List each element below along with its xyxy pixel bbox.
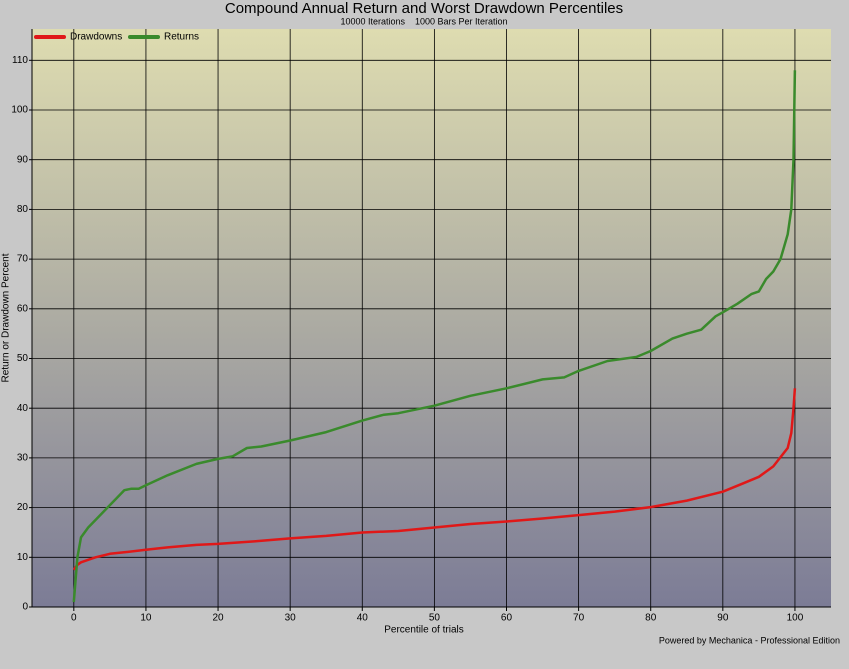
y-tick-label: 0 <box>22 602 28 613</box>
x-tick-label: 20 <box>212 613 224 624</box>
y-tick-label: 110 <box>12 55 28 66</box>
chart-subtitle: 10000 Iterations 1000 Bars Per Iteration <box>340 16 507 26</box>
y-tick-label: 60 <box>17 303 29 314</box>
x-tick-label: 70 <box>573 613 585 624</box>
y-tick-label: 100 <box>11 105 28 116</box>
y-tick-label: 50 <box>17 353 29 364</box>
data-line <box>72 70 797 603</box>
x-tick-label: 0 <box>71 613 77 624</box>
x-tick-label: 50 <box>429 613 441 624</box>
x-tick-label: 30 <box>285 613 297 624</box>
plot-area <box>32 29 831 607</box>
data-line <box>72 388 797 571</box>
x-tick-label: 40 <box>357 613 369 624</box>
y-tick-label: 40 <box>17 403 29 414</box>
y-tick-label: 70 <box>17 254 29 265</box>
y-axis-label: Return or Drawdown Percent <box>1 253 12 382</box>
x-tick-label: 100 <box>787 613 804 624</box>
x-tick-label: 60 <box>501 613 513 624</box>
y-tick-label: 20 <box>17 502 29 513</box>
x-tick-label: 80 <box>645 613 657 624</box>
legend-label: Returns <box>164 32 199 43</box>
chart-title: Compound Annual Return and Worst Drawdow… <box>225 0 623 17</box>
legend-label: Drawdowns <box>70 32 122 43</box>
y-tick-label: 10 <box>17 552 29 563</box>
footer: Powered by Mechanica - Professional Edit… <box>659 635 840 645</box>
x-tick-label: 10 <box>140 613 152 624</box>
y-tick-label: 80 <box>17 204 29 215</box>
x-tick-label: 90 <box>717 613 729 624</box>
x-axis-label: Percentile of trials <box>384 625 463 636</box>
y-tick-label: 30 <box>17 453 29 464</box>
y-tick-label: 90 <box>17 154 29 165</box>
